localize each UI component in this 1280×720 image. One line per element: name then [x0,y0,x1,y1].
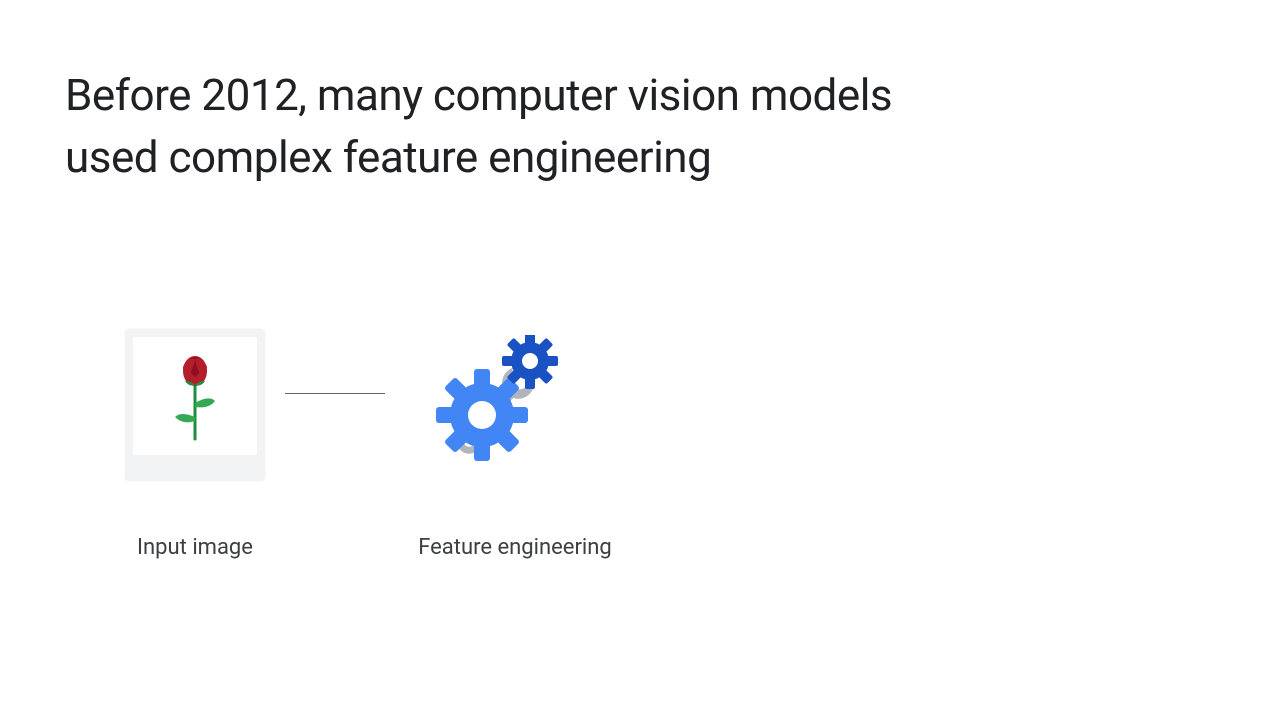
gears-wrench-icon [430,335,600,475]
photo-frame-icon [125,329,265,481]
input-image-label: Input image [137,535,253,560]
slide-title: Before 2012, many computer vision models… [65,65,892,188]
photo-inner [133,337,257,455]
feature-engineering-label: Feature engineering [418,535,612,560]
title-line-1: Before 2012, many computer vision models [65,69,892,121]
node-input-image: Input image [105,325,285,560]
node-feature-engineering: Feature engineering [385,325,645,560]
feature-icon-area [430,325,600,485]
input-image-icon-area [125,325,265,485]
pipeline-diagram: Input image [105,325,645,560]
rose-icon [165,351,225,441]
connector-line [285,393,385,394]
title-line-2: used complex feature engineering [65,131,711,183]
